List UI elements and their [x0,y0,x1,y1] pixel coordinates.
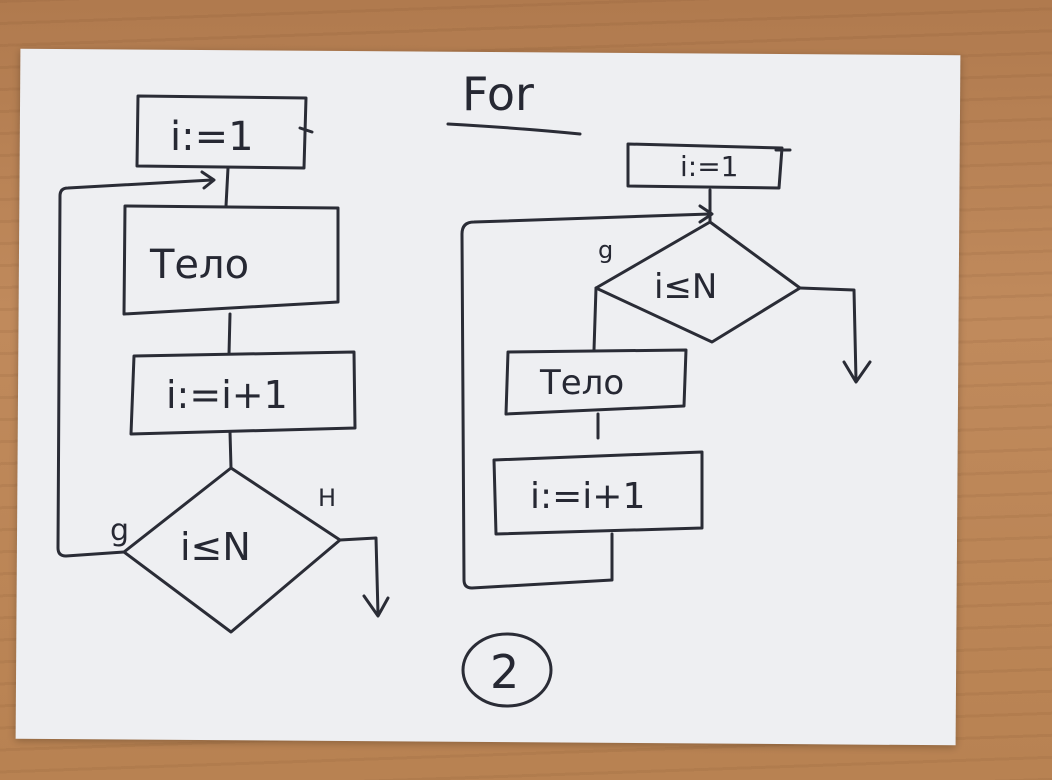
right-condition-text: i≤N [654,267,717,307]
left-condition-diamond [122,466,342,634]
left-init-box [135,94,308,170]
right-loop-back-arrowhead [698,204,714,224]
right-exit-arrowhead [842,360,872,384]
title-underline [446,122,582,136]
left-init-tick [298,126,314,134]
left-exit-line [338,536,380,616]
right-init-box [626,142,784,190]
right-flowchart: i:=1 i≤N g Тело i:=i+1 [460,142,872,590]
left-condition-text: i≤N [180,525,251,569]
page-number-text: 2 [490,645,519,699]
left-connector-body-increment [227,312,232,356]
left-exit-arrowhead [362,594,390,618]
left-body-text: Тело [149,242,249,288]
title-text: For [462,67,534,121]
right-body-text: Тело [539,363,624,403]
right-yes-label: g [598,236,613,264]
page-number-circle [461,632,553,708]
left-body-box [122,204,340,316]
left-loop-back-arrowhead [200,170,216,190]
right-exit-line [798,286,858,382]
left-increment-box [129,350,357,436]
left-loop-back-line [56,178,214,558]
right-condition-diamond [594,220,802,344]
left-flowchart: i:=1 Тело i:=i+1 i≤N g H [56,94,390,634]
left-connector-increment-condition [228,430,233,470]
right-init-text: i:=1 [680,150,739,183]
left-init-text: i:=1 [170,114,254,160]
right-loop-back-line [460,212,712,590]
right-increment-box [492,450,704,536]
right-body-box [504,348,688,416]
left-connector-init-body [224,166,230,208]
left-no-label: H [318,484,336,512]
right-connector-condition-body [592,286,598,352]
left-yes-label: g [110,513,129,548]
right-increment-text: i:=i+1 [530,476,645,517]
left-increment-text: i:=i+1 [166,373,288,417]
